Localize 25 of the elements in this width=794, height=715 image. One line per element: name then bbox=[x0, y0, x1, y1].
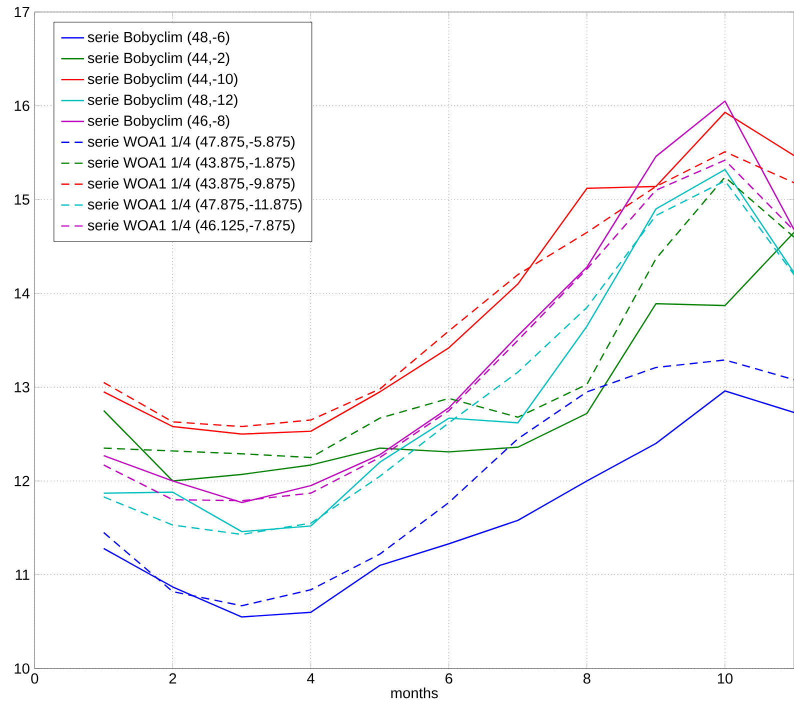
x-tick-label: 10 bbox=[718, 673, 733, 684]
y-tick-label: 12 bbox=[14, 476, 30, 486]
legend-label: serie WOA1 1/4 (47.875,-5.875) bbox=[88, 136, 295, 150]
y-tick-label: 13 bbox=[14, 382, 30, 393]
legend-label: serie Bobyclim (48,-12) bbox=[88, 94, 238, 108]
legend-label: serie Bobyclim (44,-2) bbox=[88, 52, 230, 66]
y-tick-label: 11 bbox=[16, 570, 30, 580]
y-tick-label: 14 bbox=[14, 288, 30, 299]
y-tick-label: 15 bbox=[14, 194, 30, 205]
y-tick-label: 17 bbox=[14, 7, 30, 18]
x-tick-label: 2 bbox=[169, 673, 176, 684]
legend-label: serie Bobyclim (44,-10) bbox=[88, 74, 238, 88]
y-tick-label: 10 bbox=[14, 664, 30, 674]
legend-label: serie Bobyclim (48,-6) bbox=[88, 32, 230, 46]
x-tick-label: 6 bbox=[446, 673, 452, 684]
x-tick-label: 4 bbox=[307, 673, 314, 684]
legend-label: serie WOA1 1/4 (46.125,-7.875) bbox=[88, 220, 295, 234]
legend-label: serie WOA1 1/4 (47.875,-11.875) bbox=[88, 198, 302, 213]
legend-label: serie WOA1 1/4 (43.875,-9.875) bbox=[88, 178, 295, 192]
legend-label: serie WOA1 1/4 (43.875,-1.875) bbox=[88, 157, 295, 171]
y-tick-label: 16 bbox=[14, 100, 30, 112]
x-tick-label: 8 bbox=[583, 673, 590, 684]
legend-label: serie Bobyclim (46,-8) bbox=[88, 115, 230, 129]
x-tick-label: 0 bbox=[31, 673, 38, 684]
x-axis-title: months bbox=[391, 688, 438, 698]
